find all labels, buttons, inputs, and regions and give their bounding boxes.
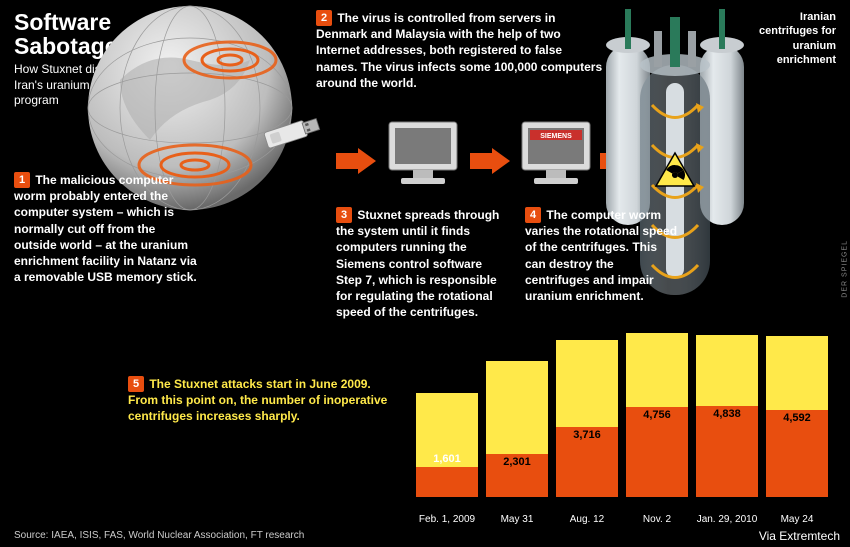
bar-out-of-operation: 4,756 [626, 407, 688, 497]
svg-text:SIEMENS: SIEMENS [540, 133, 572, 140]
step-3-text: Stuxnet spreads through the system until… [336, 208, 499, 319]
bar-value: 4,920 [486, 347, 548, 359]
centrifuge-label: Iranian centrifuges for uranium enrichme… [756, 10, 836, 67]
step-4: 4 The computer worm varies the rotationa… [525, 207, 680, 304]
step-2-text: The virus is controlled from servers in … [316, 11, 602, 90]
bar-out-of-operation: 4,592 [766, 410, 828, 497]
step-2: 2 The virus is controlled from servers i… [316, 10, 606, 91]
step-3: 3 Stuxnet spreads through the system unt… [336, 207, 511, 320]
x-axis-label: Jan. 29, 2010 [696, 514, 758, 525]
bar-value: 4,592 [556, 326, 618, 338]
step-5: 5 The Stuxnet attacks start in June 2009… [128, 376, 388, 425]
x-axis-label: Aug. 12 [556, 514, 618, 525]
bar-out-of-operation: 2,301 [486, 454, 548, 497]
bar-in-operation: 3,936 [766, 336, 828, 410]
bar-in-operation: 3,772 [696, 335, 758, 406]
arrow-icon [470, 148, 510, 179]
step-1-text: The malicious computer worm probably ent… [14, 173, 197, 284]
bar-value: 3,772 [696, 321, 758, 333]
centrifuge-chart: in operation out of operation 3,9361,601… [416, 323, 836, 523]
publisher-credit: DER SPIEGEL [842, 240, 849, 298]
bar-out-of-operation: 4,838 [696, 406, 758, 497]
arrow-icon [336, 148, 376, 179]
bar-in-operation: 4,592 [556, 340, 618, 427]
bar-group: 3,9364,756Nov. 2 [626, 333, 688, 497]
x-axis-label: May 24 [766, 514, 828, 525]
monitor-icon [383, 118, 463, 201]
bar-value: 2,301 [486, 456, 548, 468]
bar-group: 3,9361,601Feb. 1, 2009 [416, 393, 478, 497]
bar-value: 4,592 [766, 412, 828, 424]
step-1: 1 The malicious computer worm probably e… [14, 172, 200, 285]
step-5-text: The Stuxnet attacks start in June 2009. … [128, 377, 387, 423]
x-axis-label: Nov. 2 [626, 514, 688, 525]
bar-value: 4,838 [696, 408, 758, 420]
via-credit: Via Extremtech [759, 529, 840, 543]
bar-out-of-operation: 1,601 [416, 467, 478, 497]
bar-group: 3,9364,592May 24 [766, 336, 828, 497]
bar-in-operation: 3,936 [626, 333, 688, 407]
x-axis-label: May 31 [486, 514, 548, 525]
bar-value: 3,936 [416, 379, 478, 391]
bar-value: 1,601 [416, 453, 478, 465]
source-line: Source: IAEA, ISIS, FAS, World Nuclear A… [14, 530, 304, 541]
bar-group: 3,7724,838Jan. 29, 2010 [696, 335, 758, 497]
bar-in-operation: 4,920 [486, 361, 548, 454]
monitor-icon: SIEMENS [516, 118, 596, 201]
x-axis-label: Feb. 1, 2009 [416, 514, 478, 525]
step-4-text: The computer worm varies the rotational … [525, 208, 677, 303]
bar-value: 3,936 [626, 319, 688, 331]
bar-value: 3,716 [556, 429, 618, 441]
bar-group: 4,9202,301May 31 [486, 361, 548, 497]
usb-icon [258, 110, 332, 156]
bar-group: 4,5923,716Aug. 12 [556, 340, 618, 497]
bar-value: 3,936 [766, 322, 828, 334]
bar-out-of-operation: 3,716 [556, 427, 618, 497]
bar-value: 4,756 [626, 409, 688, 421]
